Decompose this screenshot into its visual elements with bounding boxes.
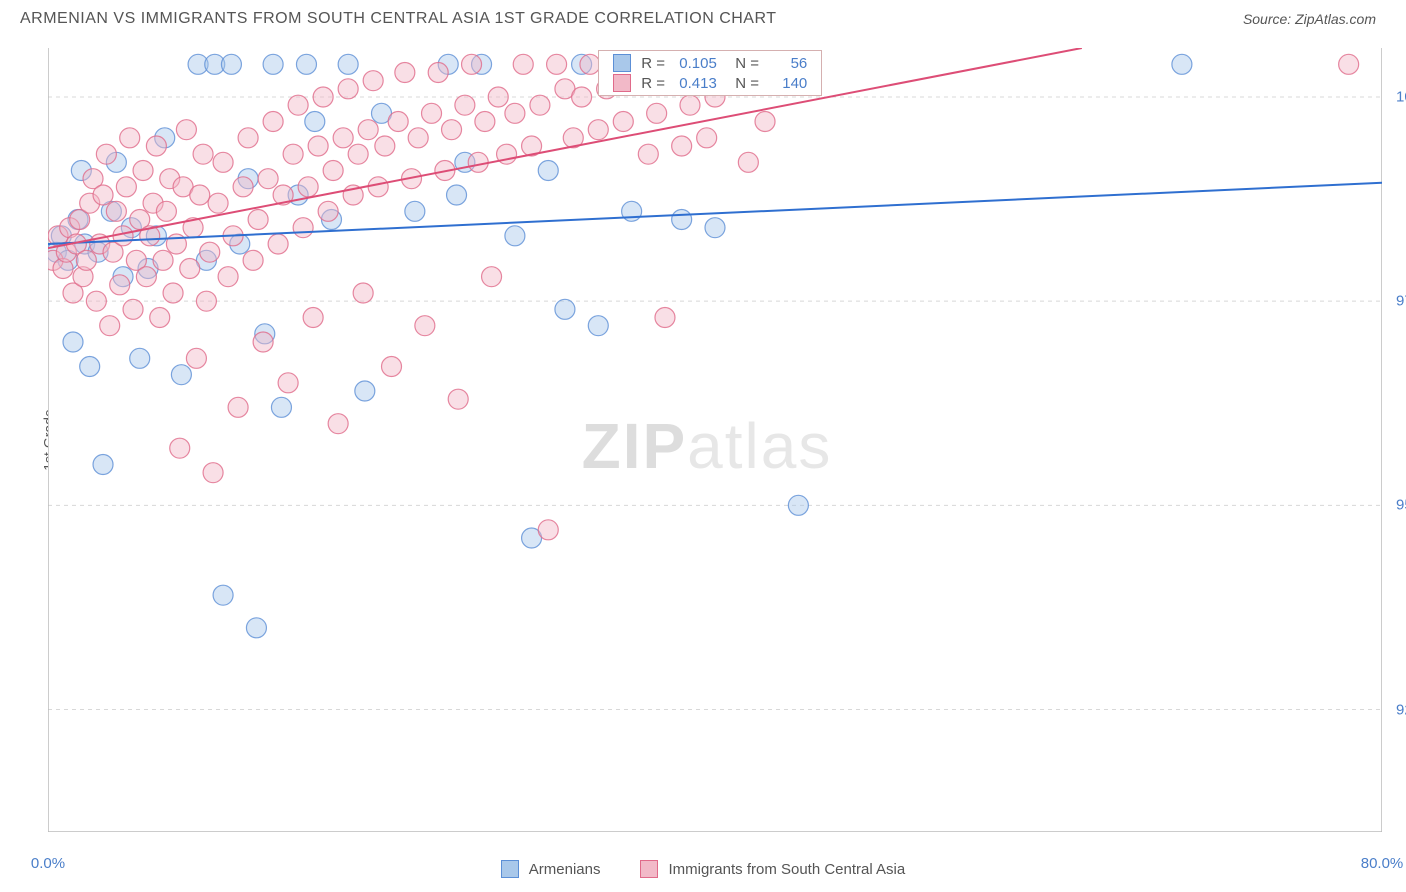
chart-source: Source: ZipAtlas.com (1243, 11, 1376, 27)
plot-area: 1st Grade 92.5%95.0%97.5%100.0% 0.0%80.0… (48, 48, 1382, 832)
chart-header: ARMENIAN VS IMMIGRANTS FROM SOUTH CENTRA… (0, 0, 1406, 32)
y-tick-label: 97.5% (1386, 293, 1406, 310)
series-legend: Armenians Immigrants from South Central A… (0, 860, 1406, 878)
legend-stat-row: R =0.105N =56 (599, 53, 821, 73)
scatter-plot-svg (48, 48, 1382, 832)
legend-stat-row: R =0.413N =140 (599, 73, 821, 93)
y-tick-label: 92.5% (1386, 701, 1406, 718)
y-tick-label: 100.0% (1386, 89, 1406, 106)
y-tick-label: 95.0% (1386, 497, 1406, 514)
legend-item: Armenians (501, 860, 601, 878)
chart-title: ARMENIAN VS IMMIGRANTS FROM SOUTH CENTRA… (20, 10, 777, 28)
legend-item: Immigrants from South Central Asia (640, 860, 905, 878)
correlation-legend: R =0.105N =56R =0.413N =140 (598, 50, 822, 96)
